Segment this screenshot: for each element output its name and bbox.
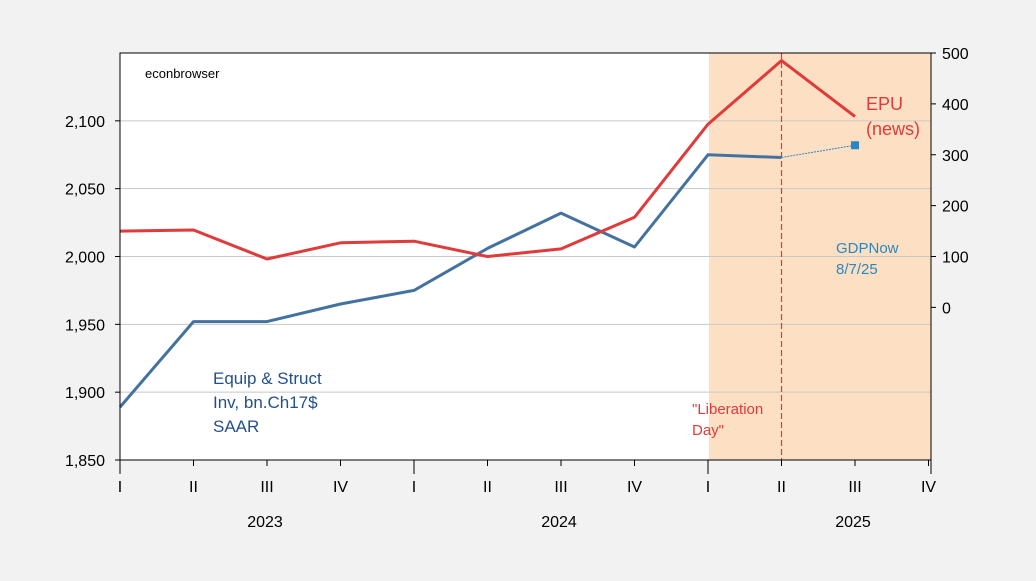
- nowcast-label-line-0: GDPNow: [836, 240, 899, 257]
- right-tick-label-200: 200: [942, 199, 969, 216]
- x-tick-label-2: III: [260, 479, 273, 496]
- right-tick-label-300: 300: [942, 148, 969, 165]
- x-tick-label-11: IV: [921, 479, 936, 496]
- investment-label-line-1: Inv, bn.Ch17$: [213, 393, 318, 412]
- nowcast-marker: [851, 141, 859, 149]
- event-label-line-0: "Liberation: [692, 401, 763, 418]
- year-label-2025: 2025: [835, 514, 871, 531]
- year-label-2023: 2023: [247, 514, 283, 531]
- right-tick-label-0: 0: [942, 300, 951, 317]
- x-tick-label-4: I: [412, 479, 416, 496]
- year-label-2024: 2024: [541, 514, 577, 531]
- right-tick-label-400: 400: [942, 97, 969, 114]
- epu-label-line-0: EPU: [866, 94, 903, 114]
- x-tick-label-6: III: [554, 479, 567, 496]
- x-tick-label-0: I: [118, 479, 122, 496]
- left-tick-label-2100: 2,100: [65, 114, 105, 131]
- left-tick-label-1850: 1,850: [65, 453, 105, 470]
- investment-label-line-2: SAAR: [213, 417, 259, 436]
- right-tick-label-100: 100: [942, 250, 969, 267]
- investment-label-line-0: Equip & Struct: [213, 369, 322, 388]
- left-tick-label-1950: 1,950: [65, 317, 105, 334]
- left-tick-label-2000: 2,000: [65, 250, 105, 267]
- left-tick-label-2050: 2,050: [65, 182, 105, 199]
- nowcast-label-line-1: 8/7/25: [836, 261, 878, 278]
- x-tick-label-7: IV: [627, 479, 642, 496]
- epu-label-line-1: (news): [866, 119, 920, 139]
- left-tick-label-1900: 1,900: [65, 385, 105, 402]
- x-tick-label-9: II: [777, 479, 786, 496]
- right-tick-label-500: 500: [942, 46, 969, 63]
- x-tick-label-1: II: [189, 479, 198, 496]
- event-label-line-1: Day": [692, 422, 724, 439]
- x-tick-label-3: IV: [333, 479, 348, 496]
- x-tick-label-8: I: [706, 479, 710, 496]
- watermark: econbrowser: [145, 66, 220, 81]
- x-tick-label-5: II: [483, 479, 492, 496]
- x-tick-label-10: III: [848, 479, 861, 496]
